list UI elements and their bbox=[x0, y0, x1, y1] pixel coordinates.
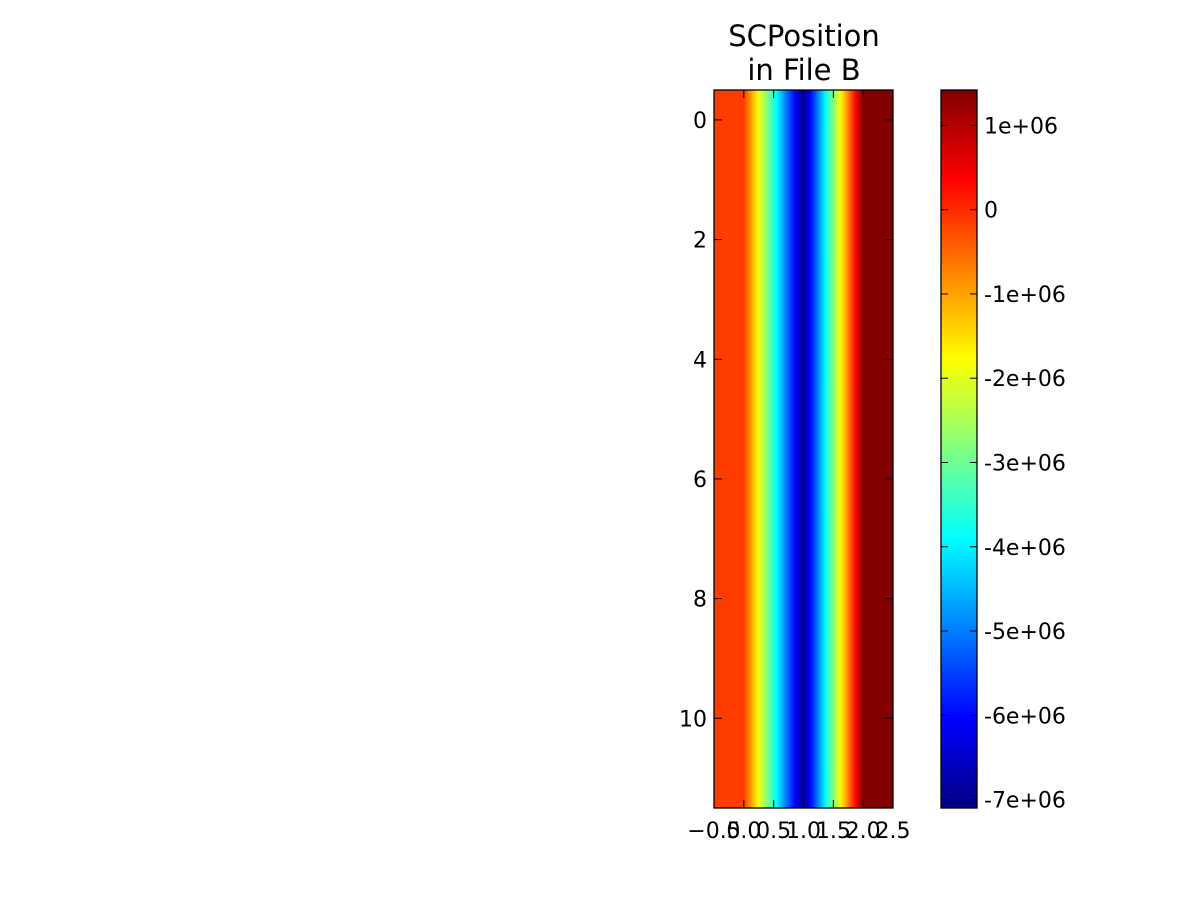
y-tick-label: 6 bbox=[693, 468, 707, 493]
colorbar-frame bbox=[940, 89, 978, 809]
y-axis-ticks: 0 2 4 6 8 10 bbox=[679, 109, 893, 732]
x-axis-ticks: −0.50.00.51.01.52.02.5 bbox=[687, 90, 911, 844]
heatmap-image bbox=[714, 90, 893, 808]
x-tick-label: 0.0 bbox=[726, 819, 761, 844]
y-tick-label: 2 bbox=[693, 229, 707, 254]
chart-title-line-1: SCPosition bbox=[728, 19, 880, 53]
colorbar-tick-label: -7e+06 bbox=[984, 789, 1066, 814]
colorbar-tick-label: 0 bbox=[984, 199, 998, 224]
y-tick-label: 0 bbox=[693, 109, 707, 134]
y-tick-label: 4 bbox=[693, 348, 707, 373]
x-tick-label: 1.0 bbox=[786, 819, 821, 844]
x-tick-label: 2.0 bbox=[846, 819, 881, 844]
y-tick-label: 10 bbox=[679, 707, 707, 732]
colorbar bbox=[941, 90, 977, 808]
colorbar-tick-label: -6e+06 bbox=[984, 704, 1066, 729]
x-tick-label: −0.5 bbox=[687, 819, 740, 844]
colorbar-ticks: 1e+06 0 -1e+06 -2e+06 -3e+06 -4e+06 -5e+06 -6e+… bbox=[941, 114, 1066, 814]
chart-title-line-2: in File B bbox=[747, 53, 860, 87]
colorbar-tick-label: -2e+06 bbox=[984, 367, 1066, 392]
x-tick-label: 0.5 bbox=[756, 819, 791, 844]
colorbar-tick-label: -4e+06 bbox=[984, 536, 1066, 561]
colorbar-tick-label: 1e+06 bbox=[984, 114, 1058, 139]
x-tick-label: 1.5 bbox=[816, 819, 851, 844]
y-tick-label: 8 bbox=[693, 588, 707, 613]
colorbar-tick-label: -5e+06 bbox=[984, 620, 1066, 645]
x-tick-label: 2.5 bbox=[876, 819, 911, 844]
colorbar-tick-label: -3e+06 bbox=[984, 451, 1066, 476]
colorbar-tick-label: -1e+06 bbox=[984, 283, 1066, 308]
